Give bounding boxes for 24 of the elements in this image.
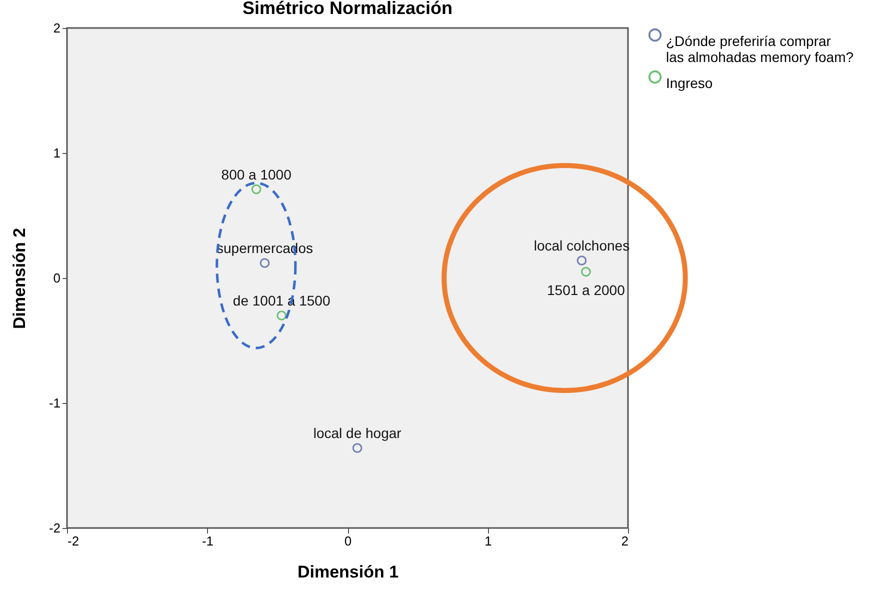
x-axis-title: Dimensión 1 [297, 562, 399, 582]
point [260, 258, 270, 268]
x-tick-label: 1 [484, 534, 492, 548]
y-tick-label: -2 [48, 520, 60, 536]
x-tick-label: -1 [202, 534, 214, 548]
legend-label: Ingreso [666, 75, 713, 91]
annotation: local de hogar [313, 425, 402, 441]
point [580, 266, 591, 277]
chart-title: Simétrico Normalización [242, 0, 453, 18]
point [576, 256, 587, 266]
annotation: 1501 a 2000 [546, 282, 626, 298]
point [276, 310, 287, 320]
point [251, 184, 262, 194]
y-tick-label: 1 [53, 146, 60, 160]
y-axis-title: Dimensión 2 [10, 228, 29, 330]
legend-label: ¿Dónde preferiría comprar las almohadas memory foam? [666, 33, 854, 65]
point [352, 443, 362, 453]
annotation: 800 a 1000 [221, 166, 292, 182]
y-tick-label: 2 [53, 20, 60, 36]
y-tick-label: -1 [48, 396, 60, 410]
x-tick-label: 0 [344, 534, 352, 548]
y-tick-label: 0 [53, 270, 60, 286]
x-tick-label: -2 [68, 534, 80, 548]
x-tick-label: 2 [621, 534, 628, 548]
